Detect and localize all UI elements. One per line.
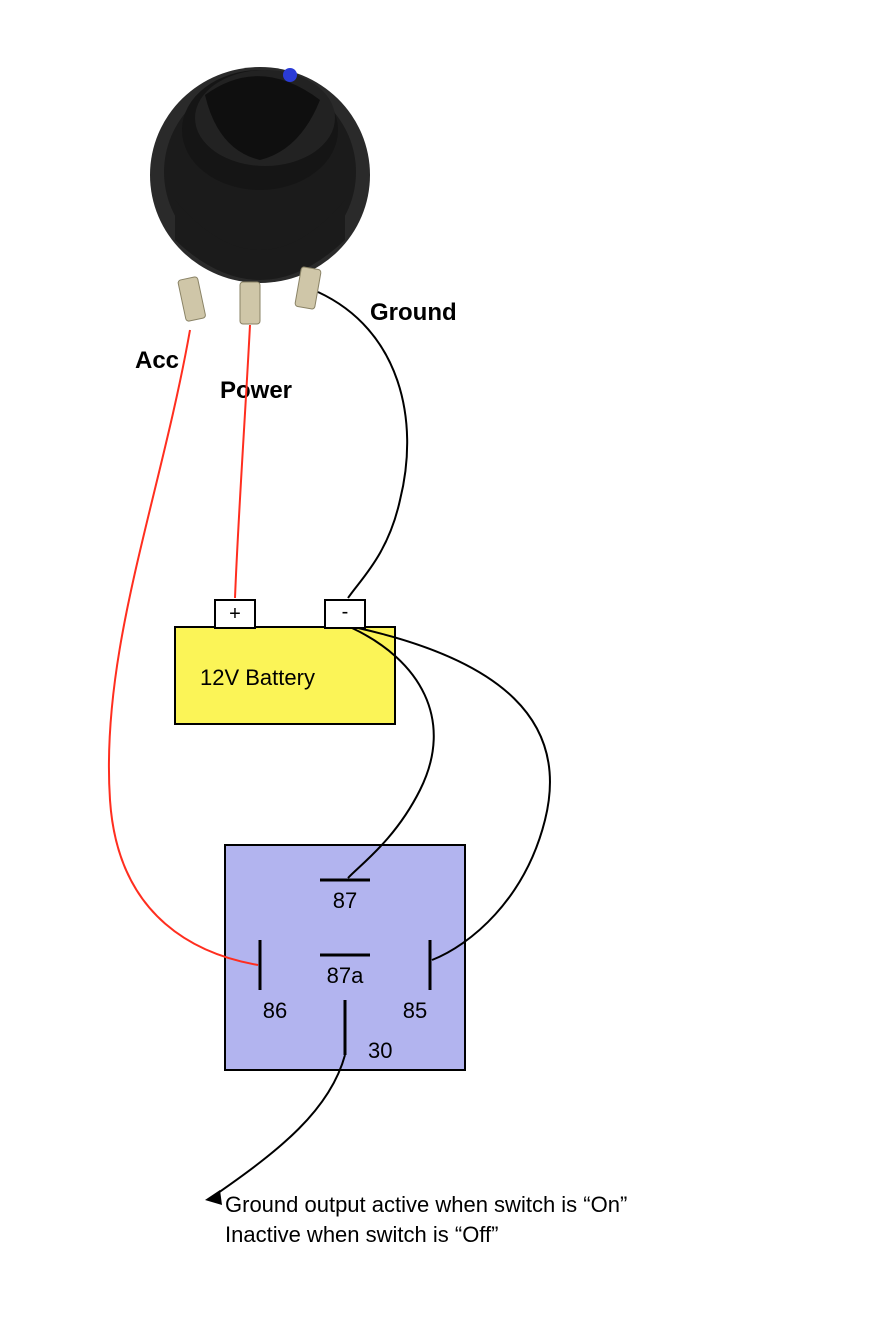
note-line2: Inactive when switch is “Off” (225, 1222, 498, 1247)
relay-pin-85-label: 85 (403, 998, 427, 1023)
battery-label: 12V Battery (200, 665, 315, 690)
battery-pos-label: + (229, 603, 241, 625)
label-power: Power (220, 377, 292, 404)
label-ground: Ground (370, 299, 457, 326)
note-arrowhead (205, 1190, 222, 1205)
wire-ground-to-neg (318, 292, 407, 598)
note-line1: Ground output active when switch is “On” (225, 1192, 627, 1217)
relay-pin-30-label: 30 (368, 1038, 392, 1063)
battery: + - 12V Battery (175, 600, 395, 724)
rocker-switch (150, 67, 370, 324)
wiring-diagram: Acc Power Ground + - 12V Battery 87 87a … (0, 0, 896, 1334)
relay: 87 87a 86 85 30 (225, 845, 465, 1070)
battery-neg-label: - (342, 601, 349, 623)
relay-pin-86-label: 86 (263, 998, 287, 1023)
relay-pin-87a-label: 87a (327, 963, 364, 988)
wire-30-to-note (215, 1055, 345, 1195)
wire-power-to-pos (235, 325, 250, 598)
relay-pin-87-label: 87 (333, 888, 357, 913)
label-acc: Acc (135, 347, 179, 374)
